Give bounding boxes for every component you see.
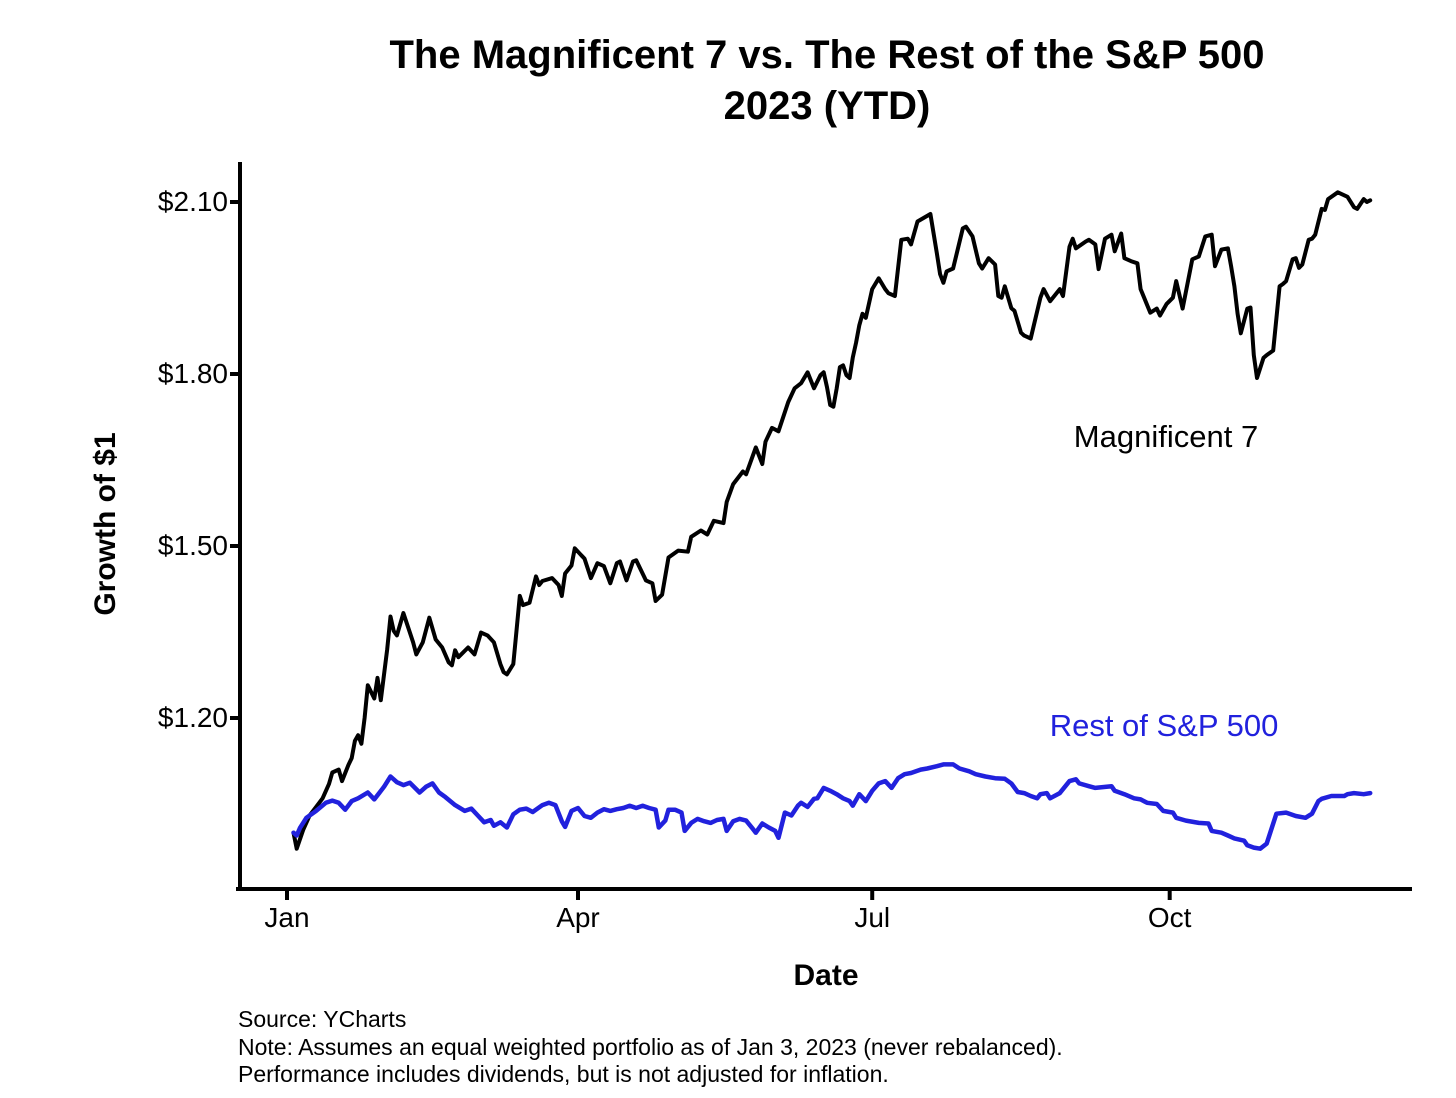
footer-note-line1: Note: Assumes an equal weighted portfoli…	[238, 1033, 1063, 1060]
x-axis-label: Date	[793, 959, 859, 992]
chart-title-line-1: The Magnificent 7 vs. The Rest of the S&…	[389, 33, 1265, 77]
magnificent7-annotation: Magnificent 7	[1073, 419, 1259, 454]
series-line-magnificent-7	[291, 190, 1373, 851]
x-tick-label: Jan	[264, 902, 310, 933]
chart-title-line-2: 2023 (YTD)	[723, 84, 931, 128]
series-line-rest-of-s-p-500	[291, 762, 1373, 851]
x-tick-label: Oct	[1147, 902, 1192, 933]
footer: Source: YCharts Note: Assumes an equal w…	[238, 1006, 1063, 1089]
footer-source: Source: YCharts	[238, 1006, 407, 1032]
y-tick-label: $1.80	[157, 357, 228, 389]
footer-note-line2: Performance includes dividends, but is n…	[238, 1061, 889, 1087]
x-tick-label: Jul	[854, 902, 891, 933]
y-tick-label: $1.50	[157, 529, 228, 561]
rest-sp500-annotation: Rest of S&P 500	[1049, 708, 1279, 743]
y-tick-label: $1.20	[157, 701, 228, 733]
chart-title: The Magnificent 7 vs. The Rest of the S&…	[198, 30, 1456, 132]
x-tick-label: Apr	[556, 902, 600, 933]
y-tick-label: $2.10	[157, 186, 228, 217]
